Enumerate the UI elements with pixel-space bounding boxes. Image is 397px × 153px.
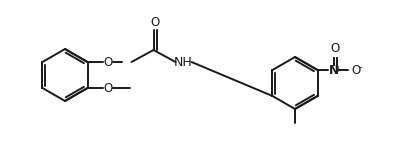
Text: O: O — [103, 56, 112, 69]
Text: NH: NH — [174, 56, 193, 69]
Text: O: O — [103, 82, 112, 95]
Text: -: - — [358, 62, 362, 72]
Text: N: N — [328, 63, 339, 76]
Text: O: O — [351, 63, 360, 76]
Text: O: O — [150, 15, 160, 28]
Text: O: O — [330, 43, 339, 56]
Text: +: + — [334, 65, 342, 73]
